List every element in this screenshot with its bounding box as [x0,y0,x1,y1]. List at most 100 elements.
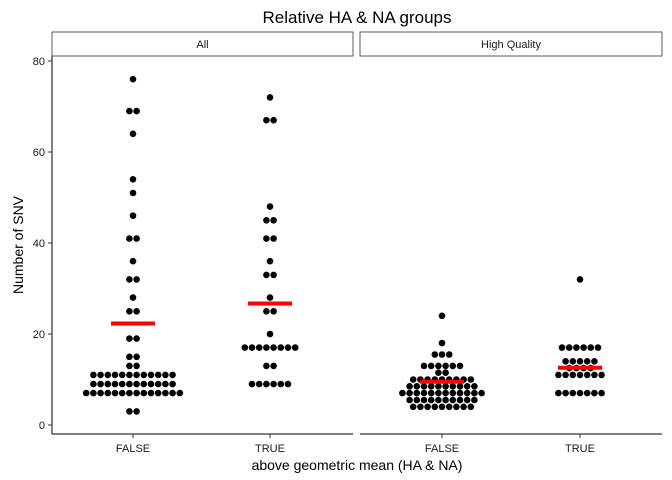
data-point [406,396,413,404]
data-point [562,358,569,365]
data-point [471,389,478,397]
data-point [140,389,148,397]
data-point [420,396,428,404]
data-point [449,383,457,390]
data-point [442,389,449,397]
data-point [427,389,435,397]
data-point [409,403,417,411]
data-point [456,396,464,404]
data-point [133,353,140,361]
data-point [162,380,169,388]
data-point [569,371,577,379]
data-point [126,276,133,283]
data-point [129,212,137,219]
x-ticks: FALSE TRUE FALSE TRUE [116,434,595,455]
data-point [277,380,285,388]
data-point [129,75,137,83]
data-point [573,344,580,351]
data-marks [82,75,605,415]
data-point [126,353,133,361]
data-point [442,383,449,390]
data-point [442,396,449,404]
data-point [583,389,591,397]
data-point [409,376,417,383]
data-point [435,362,442,370]
y-tick-label: 0 [39,420,45,432]
data-point [90,380,97,388]
data-point [263,217,270,224]
data-point [133,389,140,397]
data-point [291,344,299,351]
data-point [118,380,126,388]
data-point [438,351,446,358]
data-point [111,380,119,388]
data-point [126,408,133,415]
data-point [413,396,421,404]
data-point [270,308,277,315]
data-point [162,389,169,397]
strip-label-all: All [196,39,208,51]
data-point [442,369,449,377]
y-ticks: 0 20 40 60 80 [33,56,52,432]
data-point [270,217,277,224]
data-point [111,371,119,379]
strip-label-high-quality: High Quality [481,39,541,51]
data-point [467,403,475,411]
data-point [241,344,249,351]
data-point [591,389,598,397]
data-point [406,389,413,397]
data-point [176,389,184,397]
data-point [126,389,133,397]
y-axis-title: Number of SNV [10,195,26,294]
data-point [263,308,270,315]
data-point [427,362,435,370]
data-point [126,308,133,315]
data-point [576,276,584,283]
data-point [270,344,277,351]
data-point [463,389,471,397]
data-point [255,380,263,388]
data-point [576,371,584,379]
strip-box-high-quality [359,31,663,57]
data-point [90,371,97,379]
data-point [435,396,442,404]
data-point [427,396,435,404]
data-point [140,371,148,379]
data-point [118,371,126,379]
data-point [277,344,285,351]
data-point [266,203,274,210]
data-point [478,389,485,397]
data-point [129,257,137,265]
data-point [555,371,562,379]
data-point [565,344,573,351]
data-point [263,235,270,242]
data-point [126,107,133,115]
data-point [111,389,119,397]
data-point [133,235,140,242]
data-point [456,362,464,370]
data-point [133,380,140,388]
x-tick-label-hq-true: TRUE [565,443,595,455]
data-point [147,380,155,388]
data-point [460,403,467,411]
data-point [598,389,605,397]
data-point [576,389,584,397]
data-point [129,294,137,301]
data-point [270,271,277,279]
data-point [420,362,428,370]
data-point [126,362,133,370]
data-point [104,389,112,397]
data-point [594,344,602,351]
data-point [427,383,435,390]
data-point [154,380,162,388]
data-point [126,380,133,388]
data-point [284,344,292,351]
data-point [90,389,97,397]
data-point [413,383,421,390]
data-point [126,235,133,242]
data-point [169,380,176,388]
data-point [438,312,446,320]
data-point [284,380,292,388]
data-point [270,235,277,242]
data-point [104,380,112,388]
